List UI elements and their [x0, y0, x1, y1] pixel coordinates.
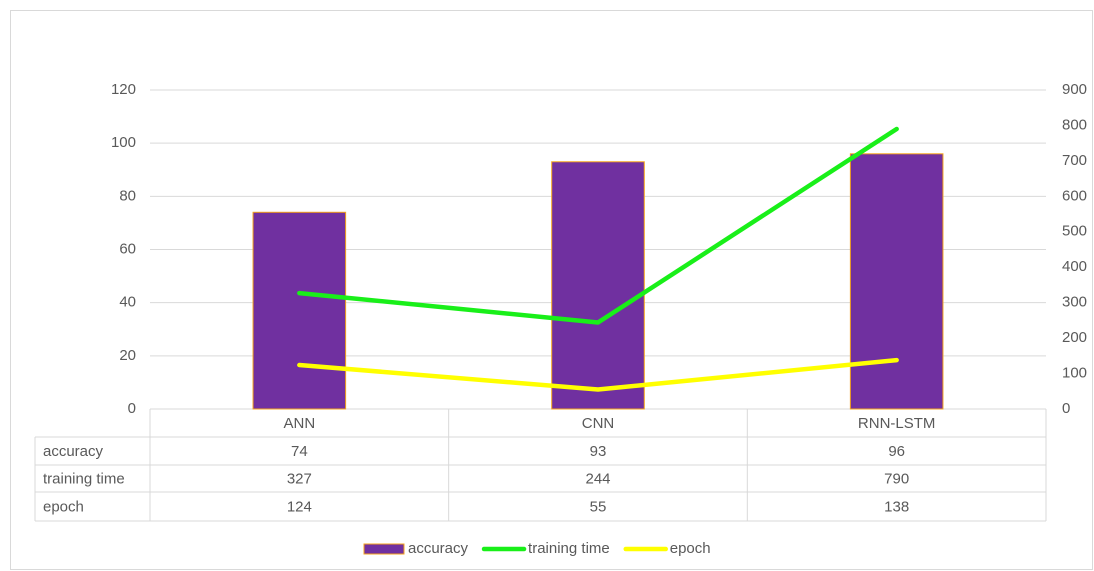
chart-frame	[10, 10, 1093, 570]
table-row-label: accuracy	[43, 443, 104, 460]
x-tick-label: CNN	[582, 415, 615, 432]
table-cell: 244	[585, 470, 610, 487]
y2-tick-label: 800	[1062, 116, 1087, 133]
x-tick-label: ANN	[283, 415, 315, 432]
table-cell: 327	[287, 470, 312, 487]
y2-tick-label: 200	[1062, 329, 1087, 346]
table-row-label: epoch	[43, 498, 84, 515]
y2-tick-label: 100	[1062, 365, 1087, 382]
bar	[551, 161, 645, 410]
table-row-label: training time	[43, 470, 125, 487]
bar	[849, 153, 944, 410]
bar	[252, 211, 347, 410]
y-tick-label: 0	[128, 400, 136, 417]
table-cell: 93	[590, 443, 607, 460]
legend-swatch	[363, 543, 405, 555]
y-tick-label: 120	[111, 81, 136, 98]
y-tick-label: 60	[119, 240, 136, 257]
legend-label: training time	[528, 540, 610, 557]
table-cell: 96	[888, 443, 905, 460]
y2-tick-label: 900	[1062, 81, 1087, 98]
y-tick-label: 80	[119, 187, 136, 204]
y-tick-label: 100	[111, 134, 136, 151]
table-cell: 790	[884, 470, 909, 487]
table-cell: 74	[291, 443, 308, 460]
table-cell: 138	[884, 498, 909, 515]
x-tick-label: RNN-LSTM	[858, 415, 936, 432]
legend-label: accuracy	[408, 540, 469, 557]
y2-tick-label: 700	[1062, 152, 1087, 169]
y2-tick-label: 0	[1062, 400, 1070, 417]
line	[297, 126, 899, 325]
line	[297, 357, 899, 392]
y2-tick-label: 400	[1062, 258, 1087, 275]
table-cell: 124	[287, 498, 312, 515]
table-cell: 55	[590, 498, 607, 515]
y2-tick-label: 300	[1062, 294, 1087, 311]
y2-tick-label: 600	[1062, 187, 1087, 204]
y-tick-label: 40	[119, 294, 136, 311]
y-tick-label: 20	[119, 347, 136, 364]
y2-tick-label: 500	[1062, 223, 1087, 240]
legend-label: epoch	[670, 540, 711, 557]
